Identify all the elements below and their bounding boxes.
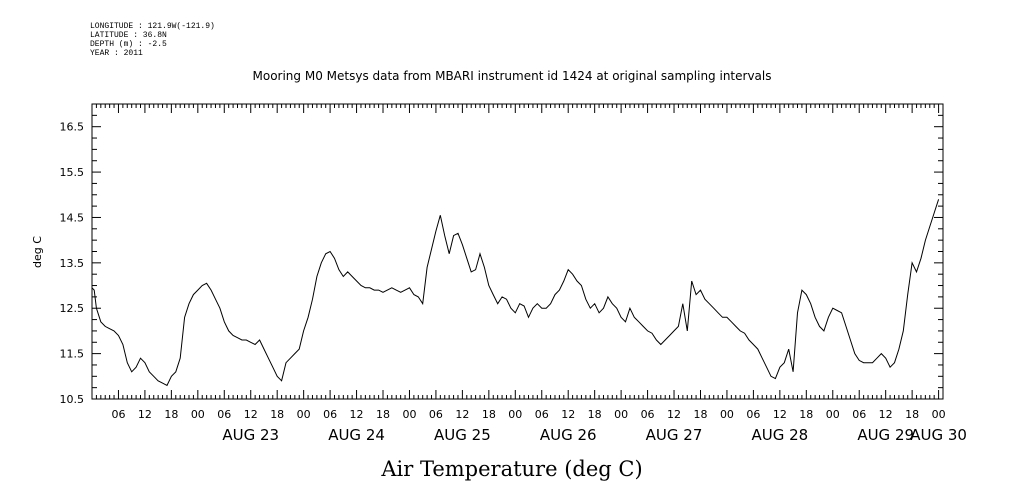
x-tick-label: 12: [138, 408, 152, 421]
x-tick-label: 12: [350, 408, 364, 421]
x-tick-label: 18: [376, 408, 390, 421]
latitude-line: LATITUDE : 36.8N: [90, 31, 167, 40]
x-date-label: AUG 30: [910, 426, 967, 444]
x-tick-label: 18: [693, 408, 707, 421]
depth-line: DEPTH (m) : -2.5: [90, 40, 167, 49]
axes-group: 10.5 11.5 12.5 13.5 14.5 15.5 16.5 06 12 18 00 06 12…: [60, 103, 967, 444]
metadata-block: LONGITUDE : 121.9W(-121.9) LATITUDE : 36…: [90, 22, 215, 58]
x-tick-label: 18: [482, 408, 496, 421]
x-tick-label: 00: [614, 408, 628, 421]
x-tick-label: 00: [402, 408, 416, 421]
y-tick-label: 16.5: [60, 121, 85, 134]
x-date-label: AUG 28: [751, 426, 808, 444]
x-tick-label: 00: [932, 408, 946, 421]
y-tick-label: 15.5: [60, 166, 85, 179]
longitude-line: LONGITUDE : 121.9W(-121.9): [90, 22, 215, 31]
y-tick-label: 11.5: [60, 348, 85, 361]
x-tick-label: 12: [773, 408, 787, 421]
plot-frame: [91, 103, 944, 400]
x-tick-label: 00: [508, 408, 522, 421]
x-tick-label: 00: [191, 408, 205, 421]
chart-title: Mooring M0 Metsys data from MBARI instru…: [253, 69, 772, 83]
x-tick-label: 06: [535, 408, 549, 421]
x-tick-label: 18: [905, 408, 919, 421]
y-tick-label: 13.5: [60, 257, 85, 270]
x-tick-label: 18: [270, 408, 284, 421]
y-tick-label: 12.5: [60, 302, 85, 315]
x-date-label: AUG 29: [857, 426, 914, 444]
x-tick-label: 00: [297, 408, 311, 421]
x-tick-label: 18: [588, 408, 602, 421]
x-tick-label: 06: [746, 408, 760, 421]
year-line: YEAR : 2011: [90, 49, 143, 58]
x-tick-label: 00: [826, 408, 840, 421]
x-date-label: AUG 24: [328, 426, 385, 444]
x-tick-label: 00: [720, 408, 734, 421]
y-tick-label: 14.5: [60, 211, 85, 224]
x-tick-label: 06: [111, 408, 125, 421]
x-tick-label: 06: [852, 408, 866, 421]
x-tick-label: 18: [799, 408, 813, 421]
x-tick-label: 12: [667, 408, 681, 421]
x-tick-label: 12: [455, 408, 469, 421]
x-date-label: AUG 25: [434, 426, 491, 444]
x-tick-label: 06: [217, 408, 231, 421]
y-tick-label: 10.5: [60, 393, 85, 406]
temperature-series-line: [91, 199, 940, 387]
x-tick-label: 06: [641, 408, 655, 421]
x-tick-label: 06: [429, 408, 443, 421]
x-date-label: AUG 27: [646, 426, 703, 444]
x-tick-label: 12: [561, 408, 575, 421]
y-axis-label: deg C: [31, 236, 44, 268]
x-tick-label: 18: [164, 408, 178, 421]
x-tick-label: 12: [244, 408, 258, 421]
x-tick-label: 12: [879, 408, 893, 421]
x-date-label: AUG 26: [540, 426, 597, 444]
x-tick-label: 06: [323, 408, 337, 421]
x-axis-label: Air Temperature (deg C): [380, 457, 642, 481]
x-date-label: AUG 23: [222, 426, 279, 444]
